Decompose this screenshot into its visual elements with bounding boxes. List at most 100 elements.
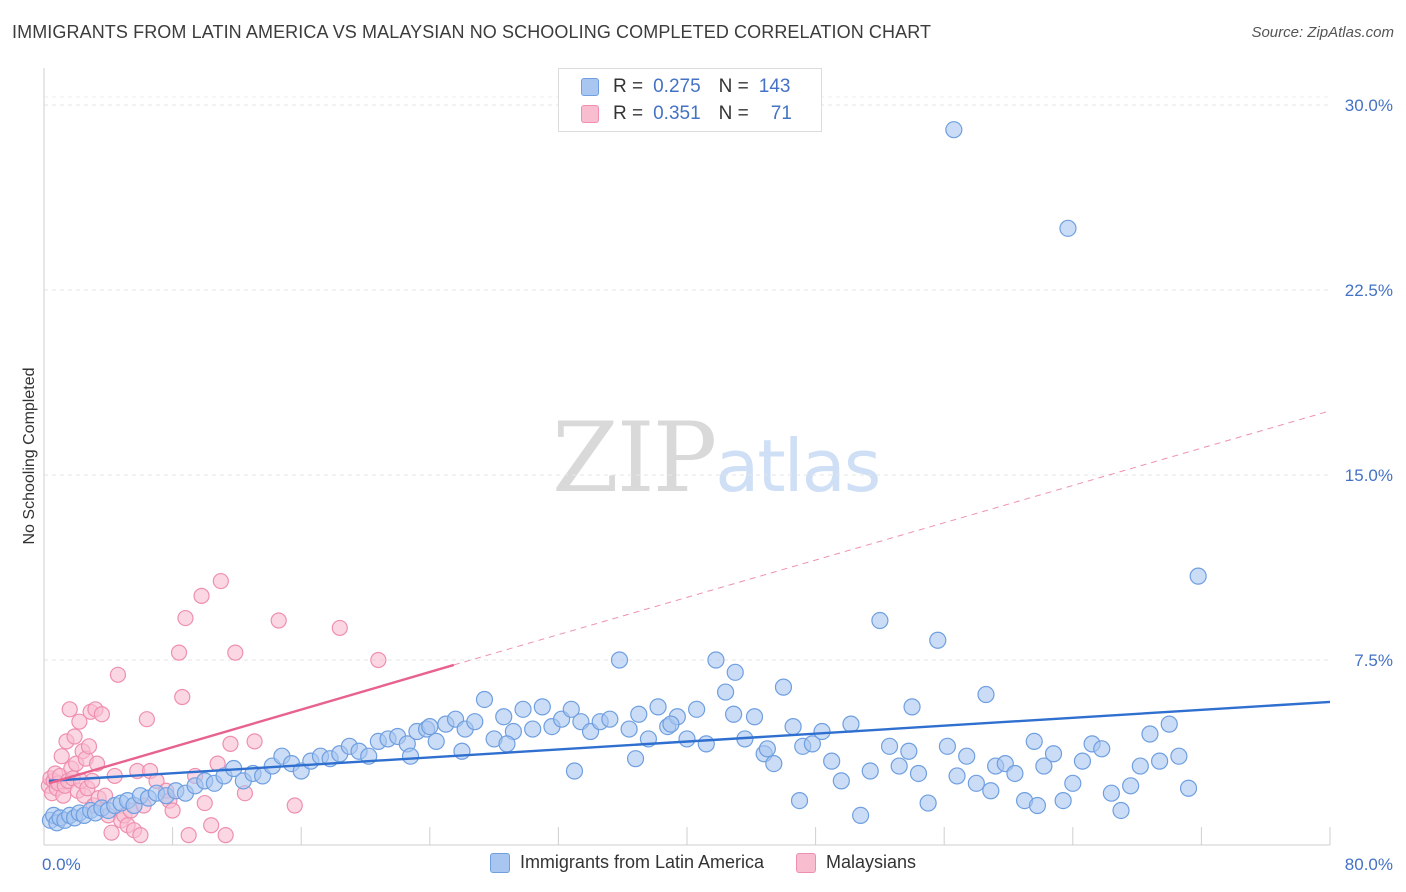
point-latin-america-113	[1054, 791, 1072, 810]
point-latin-america-76	[697, 735, 715, 753]
point-latin-america-98	[909, 764, 928, 783]
point-latin-america-92	[852, 806, 870, 825]
point-latin-america-120	[1122, 777, 1140, 795]
point-malaysian-37	[109, 666, 127, 683]
point-latin-america-93	[861, 762, 879, 780]
bottom-legend-swatch-pink	[796, 852, 817, 873]
point-latin-america-126	[1179, 779, 1198, 797]
point-latin-america-89	[823, 752, 841, 770]
point-malaysian-44	[132, 827, 149, 844]
bottom-legend-item-malaysians: Malaysians	[796, 852, 916, 873]
point-latin-america-69	[630, 705, 648, 723]
point-malaysian-69	[331, 619, 348, 637]
point-malaysian-25	[80, 738, 98, 755]
bottom-legend-label: Immigrants from Latin America	[519, 852, 765, 872]
point-latin-america-128	[945, 121, 963, 139]
point-malaysian-64	[227, 644, 244, 661]
point-latin-america-99	[919, 794, 937, 812]
grid	[44, 96, 1330, 661]
bottom-legend-label: Malaysians	[826, 852, 917, 872]
point-latin-america-67	[610, 651, 629, 669]
point-latin-america-105	[977, 685, 995, 704]
legend-r-value: 0.351	[653, 103, 701, 124]
legend-n-value: 71	[770, 103, 792, 124]
point-latin-america-137	[725, 705, 743, 723]
point-latin-america-142	[1028, 796, 1047, 815]
trend-line-malaysian	[48, 663, 455, 785]
point-malaysian-63	[222, 735, 239, 752]
point-latin-america-117	[1093, 740, 1111, 758]
tick-labels: 7.5% 15.0% 22.5% 30.0% 0.0% 80.0%	[42, 96, 1393, 874]
y-tick-label-0: 7.5%	[1354, 651, 1393, 670]
y-tick-label-1: 15.0%	[1345, 466, 1393, 485]
y-axis-label: No Schooling Completed	[21, 368, 38, 545]
point-malaysian-35	[103, 824, 120, 841]
point-latin-america-136	[662, 715, 680, 733]
point-latin-america-131	[421, 717, 439, 736]
point-malaysian-32	[93, 706, 110, 723]
bottom-legend: Immigrants from Latin America Malaysians	[0, 852, 1406, 873]
watermark-zip: ZIP	[552, 402, 717, 514]
point-malaysian-62	[217, 827, 234, 844]
point-latin-america-96	[890, 757, 908, 775]
y-tick-label-2: 22.5%	[1345, 281, 1393, 300]
legend-swatch-blue	[581, 78, 599, 96]
point-latin-america-115	[1073, 752, 1092, 770]
point-malaysian-59	[203, 817, 220, 834]
legend: R = 0.275 N = 143 R = 0.351 N = 71	[558, 68, 822, 132]
legend-row-latin-america: R = 0.275 N = 143	[581, 75, 790, 99]
point-malaysian-27	[84, 772, 101, 789]
point-latin-america-81	[745, 708, 764, 726]
point-latin-america-74	[678, 730, 696, 748]
point-latin-america-108	[1006, 764, 1024, 783]
point-malaysian-58	[196, 794, 213, 812]
legend-r-label: R =	[613, 76, 644, 97]
point-latin-america-141	[982, 782, 1000, 800]
point-malaysian-66	[246, 733, 263, 750]
series-latin-america	[41, 121, 1207, 832]
legend-row-malaysians: R = 0.351 N = 71	[581, 102, 792, 126]
point-latin-america-90	[832, 772, 850, 790]
x-tick-label-1: 80.0%	[1345, 855, 1393, 874]
watermark: ZIPatlas	[552, 402, 881, 514]
point-malaysian-68	[286, 797, 303, 814]
legend-n-label: N =	[718, 103, 749, 124]
point-latin-america-52	[466, 713, 484, 731]
point-malaysian-67	[270, 612, 287, 629]
watermark-atlas: atlas	[715, 424, 881, 508]
point-latin-america-118	[1102, 784, 1120, 802]
point-latin-america-95	[880, 737, 899, 755]
point-malaysian-70	[370, 651, 387, 669]
point-latin-america-100	[929, 631, 947, 649]
point-malaysian-61	[212, 572, 229, 590]
point-latin-america-121	[1131, 757, 1149, 775]
point-latin-america-55	[495, 708, 513, 726]
point-malaysian-13	[61, 701, 78, 718]
point-latin-america-53	[475, 690, 494, 709]
y-tick-label-3: 30.0%	[1345, 96, 1393, 115]
point-latin-america-58	[524, 720, 542, 738]
point-latin-america-135	[626, 750, 645, 768]
point-latin-america-111	[1035, 757, 1053, 775]
point-latin-america-91	[842, 715, 860, 733]
point-malaysian-8	[53, 748, 70, 765]
point-latin-america-48	[427, 732, 445, 751]
point-latin-america-71	[649, 698, 667, 716]
point-latin-america-127	[1189, 567, 1207, 585]
point-latin-america-59	[533, 698, 551, 716]
point-latin-america-83	[765, 754, 783, 773]
point-malaysian-16	[66, 728, 83, 745]
point-latin-america-139	[790, 791, 809, 810]
point-malaysian-19	[71, 713, 88, 730]
trend-line-extension-malaysian	[453, 410, 1331, 666]
point-malaysian-53	[174, 688, 191, 706]
point-latin-america-119	[1112, 801, 1130, 820]
point-latin-america-77	[707, 651, 725, 669]
point-latin-america-88	[813, 722, 831, 741]
point-latin-america-140	[903, 698, 921, 716]
point-latin-america-85	[784, 717, 802, 736]
legend-swatch-pink	[581, 105, 599, 123]
point-latin-america-103	[958, 747, 976, 765]
x-tick-label-0: 0.0%	[42, 855, 81, 874]
point-malaysian-52	[170, 644, 188, 661]
